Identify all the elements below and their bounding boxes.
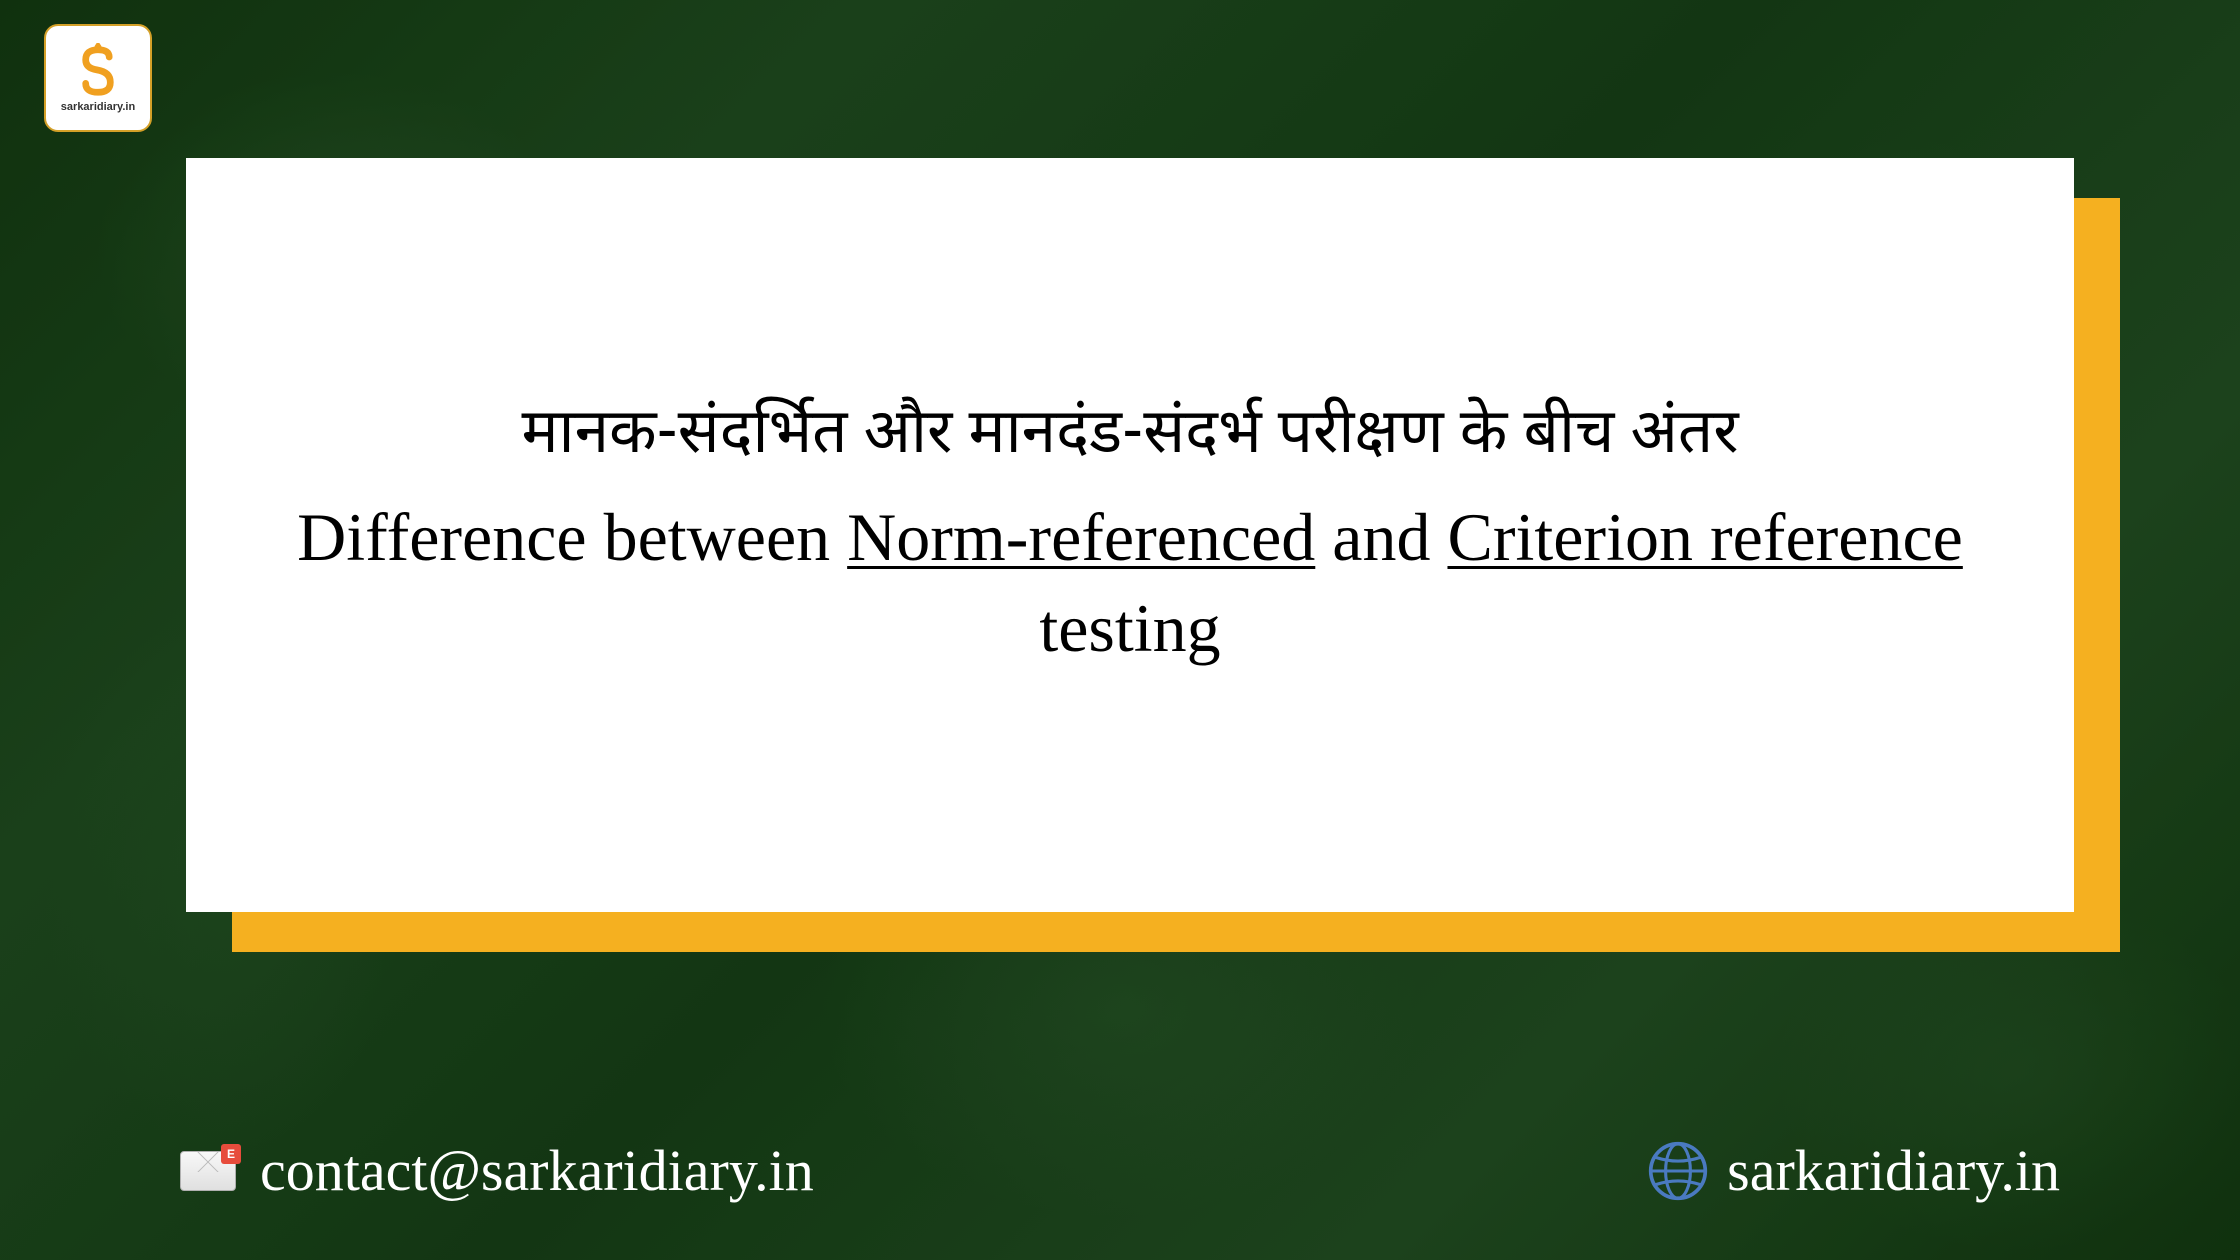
contact-email-block: contact@sarkaridiary.in [180, 1137, 814, 1204]
logo-brand-text: sarkaridiary.in [61, 101, 135, 113]
title-prefix: Difference between [297, 499, 847, 575]
title-underline-2: Criterion reference [1447, 499, 1962, 575]
website-text: sarkaridiary.in [1727, 1137, 2060, 1204]
globe-icon [1647, 1140, 1709, 1202]
title-hindi: मानक-संदर्भित और मानदंड-संदर्भ परीक्षण क… [521, 395, 1738, 482]
title-english: Difference between Norm-referenced and C… [286, 492, 1974, 676]
footer: contact@sarkaridiary.in sarkaridiary.in [0, 1137, 2240, 1204]
website-block: sarkaridiary.in [1647, 1137, 2060, 1204]
title-middle: and [1315, 499, 1447, 575]
email-text: contact@sarkaridiary.in [260, 1137, 814, 1204]
title-suffix: testing [1039, 590, 1220, 666]
email-icon [180, 1151, 236, 1191]
logo-s-icon [70, 43, 126, 99]
brand-logo: sarkaridiary.in [44, 24, 152, 132]
title-underline-1: Norm-referenced [847, 499, 1315, 575]
content-card: मानक-संदर्भित और मानदंड-संदर्भ परीक्षण क… [186, 158, 2074, 912]
